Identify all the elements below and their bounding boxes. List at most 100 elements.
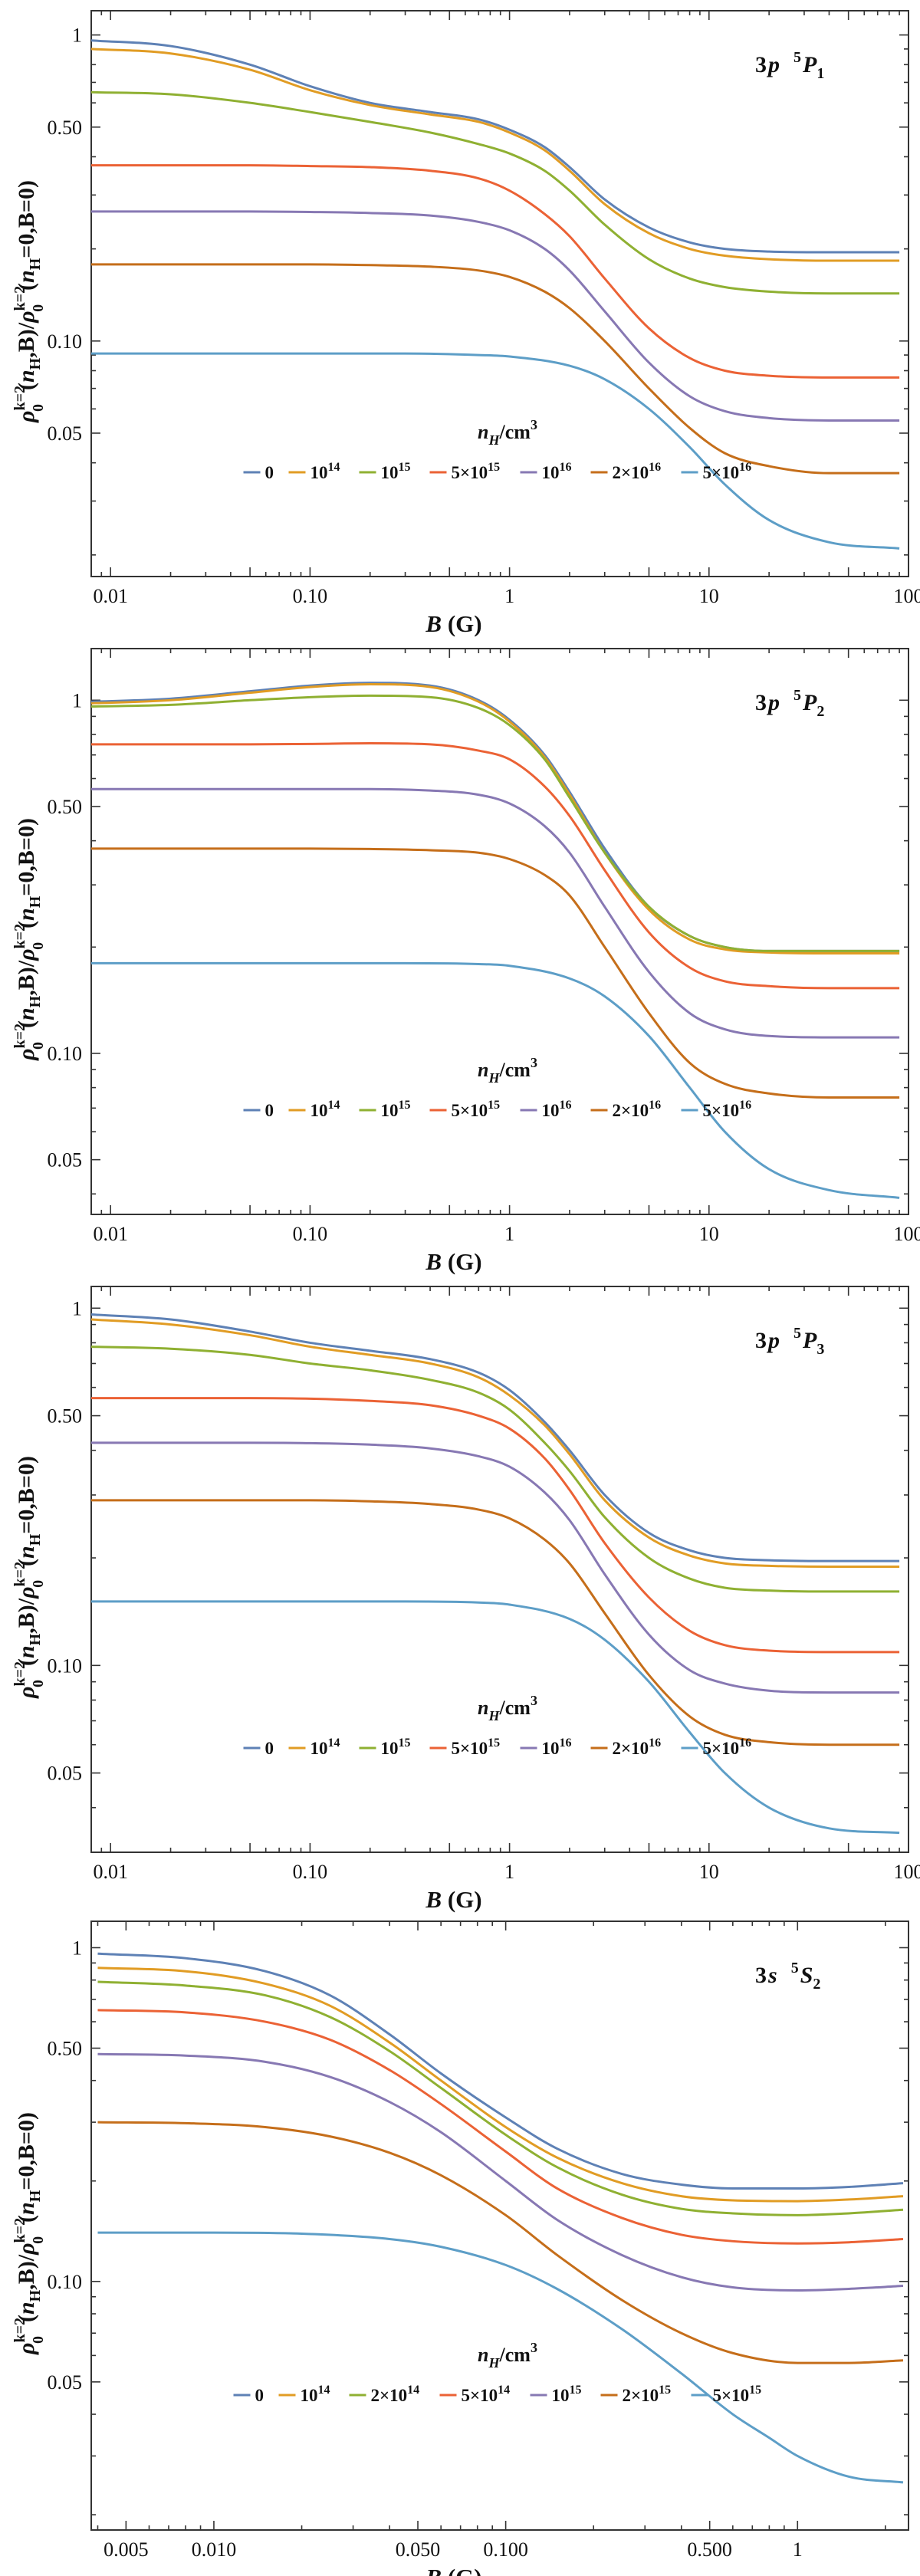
series-line-2e16 bbox=[91, 1499, 900, 1746]
x-tick-label: 1 bbox=[504, 1861, 514, 1883]
series-line-1e15 bbox=[97, 2052, 904, 2292]
curves bbox=[97, 1952, 904, 2484]
state-label: 3s 5S2 bbox=[755, 1960, 820, 1993]
series-line-0 bbox=[97, 1952, 904, 2190]
x-tick-label: 0.01 bbox=[93, 1861, 128, 1883]
y-tick-label: 0.50 bbox=[48, 1405, 83, 1428]
x-axis-label: B (G) bbox=[425, 1248, 481, 1275]
x-tick-label: 100 bbox=[894, 585, 920, 607]
x-tick-label: 100 bbox=[894, 1223, 920, 1245]
legend-label: 2×1016 bbox=[613, 1737, 662, 1758]
y-tick-label: 1 bbox=[72, 1297, 82, 1319]
legend-label: 5×1016 bbox=[703, 1737, 752, 1758]
series-line-0 bbox=[91, 1313, 900, 1562]
legend-entry-5e16: 5×1016 bbox=[681, 461, 752, 482]
legend-entry-2e16: 2×1016 bbox=[590, 1737, 662, 1758]
legend-entry-1e14: 1014 bbox=[288, 1099, 340, 1120]
series-line-5e15 bbox=[91, 742, 900, 990]
y-tick-label: 1 bbox=[72, 1937, 82, 1959]
legend-label: 1015 bbox=[381, 1099, 411, 1120]
y-tick-label: 1 bbox=[72, 689, 82, 711]
legend-label: 1015 bbox=[552, 2384, 582, 2405]
legend-entry-1e15: 1015 bbox=[359, 1099, 411, 1120]
legend-entry-2e16: 2×1016 bbox=[590, 461, 661, 482]
legend-entry-5e16: 5×1016 bbox=[681, 1737, 752, 1758]
y-tick-label: 0.50 bbox=[48, 796, 83, 818]
curves bbox=[91, 682, 900, 1199]
y-tick-label: 0.05 bbox=[48, 1763, 83, 1785]
x-tick-label: 1 bbox=[504, 1223, 514, 1245]
series-line-2e14 bbox=[97, 1980, 904, 2216]
legend-label: 5×1016 bbox=[703, 461, 752, 482]
y-tick-label: 0.50 bbox=[48, 117, 83, 139]
x-tick-label: 0.01 bbox=[93, 585, 128, 607]
x-tick-label: 0.005 bbox=[104, 2538, 149, 2561]
legend-entry-2e15: 2×1015 bbox=[600, 2384, 672, 2405]
x-tick-label: 0.10 bbox=[293, 1223, 328, 1245]
legend-entry-2e16: 2×1016 bbox=[590, 1099, 661, 1120]
series-line-1e15 bbox=[91, 694, 900, 952]
series-line-5e16 bbox=[91, 1600, 900, 1835]
y-axis-label: ρk=2 0(nH,B)/ρk=2 0(nH=0,B=0) bbox=[12, 180, 47, 423]
series-line-2e16 bbox=[91, 847, 900, 1099]
legend-entry-5e16: 5×1016 bbox=[681, 1099, 751, 1120]
legend-label: 0 bbox=[265, 1739, 274, 1758]
x-tick-label: 10 bbox=[699, 1223, 719, 1245]
x-tick-label: 0.01 bbox=[93, 1223, 128, 1245]
legend-label: 5×1015 bbox=[452, 1737, 501, 1758]
y-axis-label: ρk=2 0(nH,B)/ρk=2 0(nH=0,B=0) bbox=[12, 1456, 47, 1699]
legend-entry-1e14: 1014 bbox=[288, 1737, 340, 1758]
series-line-1e15 bbox=[91, 90, 900, 295]
series-line-5e15 bbox=[97, 2231, 904, 2484]
legend-entry-1e15: 1015 bbox=[359, 461, 411, 482]
curves bbox=[91, 39, 900, 550]
x-tick-label: 0.10 bbox=[293, 585, 328, 607]
legend-label: 1014 bbox=[301, 2384, 330, 2405]
legend-entry-5e14: 5×1014 bbox=[439, 2384, 511, 2405]
legend-entry-5e15: 5×1015 bbox=[429, 1737, 501, 1758]
x-tick-label: 0.500 bbox=[687, 2538, 732, 2561]
x-tick-label: 0.10 bbox=[293, 1861, 328, 1883]
legend-entry-0: 0 bbox=[243, 1101, 274, 1120]
state-label: 3p 5P1 bbox=[755, 49, 824, 82]
state-label: 3p 5P3 bbox=[755, 1325, 824, 1358]
legend-label: 1014 bbox=[310, 1737, 340, 1758]
x-tick-label: 0.050 bbox=[396, 2538, 441, 2561]
legend-entry-1e16: 1016 bbox=[520, 461, 572, 482]
x-tick-label: 100 bbox=[894, 1861, 920, 1883]
x-tick-label: 10 bbox=[699, 585, 719, 607]
y-tick-label: 0.10 bbox=[48, 330, 83, 353]
series-line-2e16 bbox=[91, 263, 900, 475]
legend-label: 1016 bbox=[542, 1737, 572, 1758]
legend-label: 2×1014 bbox=[371, 2384, 420, 2405]
legend-label: 2×1015 bbox=[623, 2384, 672, 2405]
legend-label: 5×1015 bbox=[452, 1099, 501, 1120]
legend-title: nH/cm3 bbox=[478, 1693, 537, 1723]
x-tick-label: 10 bbox=[699, 1861, 719, 1883]
legend-entry-2e14: 2×1014 bbox=[349, 2384, 420, 2405]
legend-entry-0: 0 bbox=[243, 463, 274, 482]
legend-title: nH/cm3 bbox=[478, 1055, 537, 1086]
legend-entry-1e14: 1014 bbox=[288, 461, 340, 482]
legend-entry-5e15: 5×1015 bbox=[691, 2384, 761, 2405]
legend-entry-0: 0 bbox=[233, 2386, 264, 2405]
series-line-0 bbox=[91, 39, 900, 254]
x-axis-label: B (G) bbox=[425, 2564, 481, 2576]
y-tick-label: 0.05 bbox=[48, 2371, 83, 2394]
series-line-1e14 bbox=[91, 1318, 900, 1568]
series-line-1e14 bbox=[97, 1967, 904, 2203]
series-line-1e16 bbox=[91, 1441, 900, 1694]
x-tick-label: 1 bbox=[504, 585, 514, 607]
legend-label: 1016 bbox=[542, 461, 572, 482]
legend-label: 1015 bbox=[381, 461, 411, 482]
plot-frame bbox=[90, 1921, 909, 2531]
x-tick-label: 0.100 bbox=[483, 2538, 528, 2561]
plot-frame bbox=[90, 1286, 909, 1853]
legend-label: 0 bbox=[255, 2386, 264, 2405]
legend-entry-1e15: 1015 bbox=[359, 1737, 411, 1758]
x-axis-label: B (G) bbox=[425, 610, 481, 637]
legend-title: nH/cm3 bbox=[478, 417, 537, 448]
legend-label: 5×1014 bbox=[462, 2384, 511, 2405]
legend-entry-1e16: 1016 bbox=[520, 1099, 572, 1120]
